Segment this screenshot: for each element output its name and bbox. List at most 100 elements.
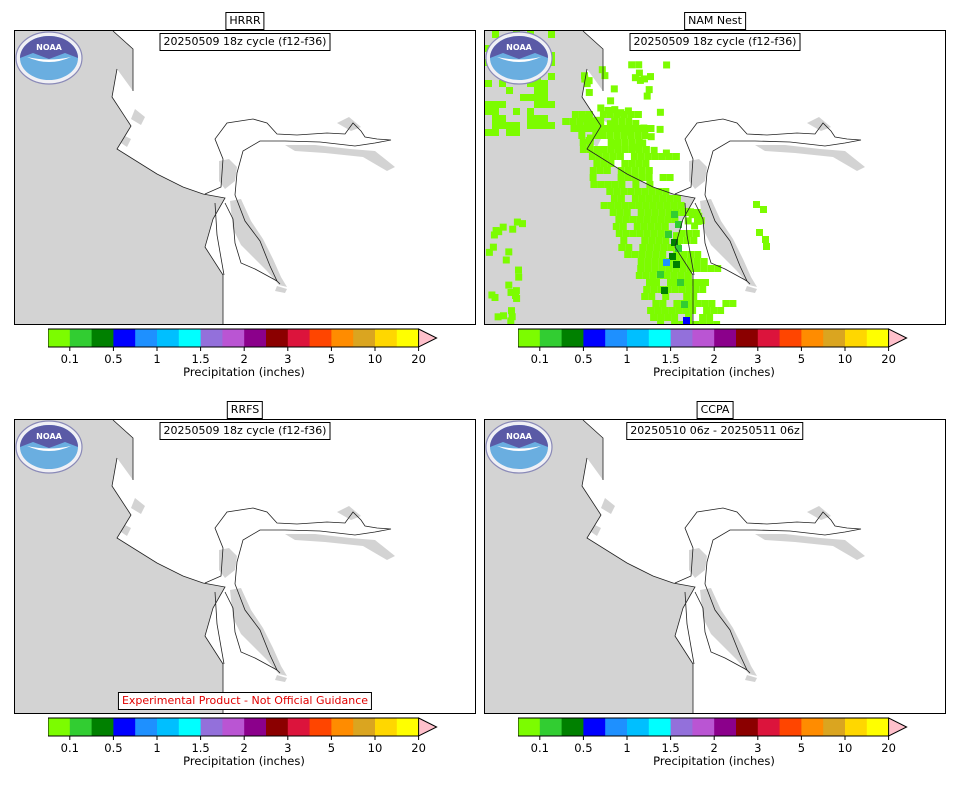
precip-cell bbox=[513, 129, 520, 136]
precip-cell bbox=[683, 237, 691, 244]
precip-cell bbox=[578, 111, 586, 118]
precip-cell bbox=[534, 87, 541, 94]
precip-cell bbox=[670, 272, 678, 279]
precip-cell bbox=[633, 125, 641, 132]
panel-hrrr: HRRR 20250509 18z cycle (f12-f36) NOAA 0.1 0… bbox=[14, 12, 476, 382]
colorbar-tick-label: 0.1 bbox=[61, 352, 79, 366]
map-area: 20250509 18z cycle (f12-f36) Experimental… bbox=[14, 419, 476, 714]
coastline-map bbox=[485, 420, 865, 713]
precip-cell bbox=[699, 286, 707, 293]
precip-cell bbox=[620, 188, 628, 195]
precip-cell bbox=[671, 321, 679, 324]
precip-cell bbox=[645, 174, 653, 181]
map-area: 20250509 18z cycle (f12-f36) NOAA bbox=[14, 30, 476, 325]
precip-cell bbox=[634, 132, 642, 139]
colorbar-segment bbox=[244, 329, 267, 347]
colorbar-segment bbox=[91, 329, 114, 347]
colorbar-segment bbox=[375, 329, 398, 347]
precip-cell bbox=[620, 111, 628, 118]
precip-cell bbox=[507, 288, 515, 296]
precip-cell bbox=[634, 188, 642, 195]
colorbar-segment bbox=[48, 329, 71, 347]
colorbar-tick-label: 5 bbox=[328, 741, 335, 755]
precip-cell bbox=[675, 221, 682, 228]
colorbar-tick-label: 0.5 bbox=[574, 741, 592, 755]
colorbar-segment bbox=[48, 718, 71, 736]
precip-cell bbox=[625, 244, 633, 251]
precip-cell bbox=[673, 261, 680, 268]
precip-cell bbox=[646, 181, 654, 188]
precip-cell bbox=[662, 237, 670, 244]
colorbar-segment bbox=[866, 329, 890, 347]
precip-cell bbox=[622, 230, 630, 237]
colorbar-segment bbox=[157, 329, 180, 347]
precip-cell bbox=[717, 307, 725, 314]
precip-cell bbox=[609, 209, 617, 216]
colorbar-segment bbox=[714, 329, 737, 347]
colorbar-tick-label: 0.5 bbox=[104, 741, 122, 755]
colorbar-segment bbox=[244, 718, 267, 736]
precip-cell bbox=[661, 223, 669, 230]
colorbar-tick-label: 1 bbox=[623, 352, 630, 366]
precip-cell bbox=[695, 212, 703, 220]
colorbar-tick-label: 10 bbox=[368, 741, 383, 755]
colorbar-segment bbox=[135, 329, 158, 347]
precip-cell bbox=[586, 146, 594, 153]
colorbar-segment bbox=[539, 718, 563, 736]
precip-cell bbox=[627, 188, 635, 195]
precip-cell bbox=[527, 108, 534, 115]
precip-cell bbox=[600, 202, 608, 209]
colorbar-segment bbox=[779, 329, 802, 347]
precip-cell bbox=[648, 237, 656, 244]
colorbar-segment bbox=[670, 329, 693, 347]
precip-cell bbox=[631, 174, 639, 181]
precip-cell bbox=[494, 313, 502, 321]
colorbar-segment bbox=[823, 329, 846, 347]
precip-cell bbox=[598, 125, 606, 132]
precip-cell bbox=[621, 202, 629, 209]
colorbar-extend-arrow bbox=[888, 328, 908, 348]
precip-cell bbox=[657, 230, 665, 237]
precip-cell bbox=[691, 222, 699, 230]
precip-cell bbox=[610, 195, 618, 202]
precip-cell bbox=[684, 272, 692, 279]
precip-cell bbox=[520, 94, 527, 101]
precip-cell bbox=[632, 181, 640, 188]
precip-cell bbox=[613, 188, 621, 195]
precip-cell bbox=[618, 244, 626, 251]
precip-cell bbox=[671, 216, 679, 223]
precip-cell bbox=[621, 139, 629, 146]
precip-cell bbox=[593, 116, 601, 124]
colorbar-segment bbox=[736, 718, 759, 736]
precip-cell bbox=[515, 273, 523, 281]
colorbar-segment bbox=[757, 329, 781, 347]
precip-cell bbox=[630, 153, 638, 160]
precip-cell bbox=[489, 243, 497, 251]
precip-cell bbox=[638, 167, 646, 174]
precip-cell bbox=[700, 265, 708, 272]
precip-cell bbox=[650, 216, 658, 223]
precip-cell bbox=[606, 188, 614, 195]
precip-cell bbox=[620, 132, 628, 139]
precip-cell bbox=[647, 307, 655, 314]
precip-cell bbox=[584, 125, 592, 132]
panel-title: CCPA bbox=[696, 401, 734, 419]
precip-cell bbox=[490, 231, 498, 239]
svg-text:NOAA: NOAA bbox=[506, 432, 532, 441]
precip-cell bbox=[634, 143, 642, 151]
precip-cell bbox=[621, 146, 629, 153]
precip-cell bbox=[661, 287, 668, 294]
precip-cell bbox=[548, 73, 555, 80]
colorbar-segment bbox=[266, 329, 289, 347]
precip-cell bbox=[666, 174, 674, 181]
precip-cell bbox=[681, 279, 688, 286]
precip-cell bbox=[634, 111, 642, 118]
precip-cell bbox=[541, 80, 548, 87]
precip-cell bbox=[638, 174, 646, 181]
svg-text:NOAA: NOAA bbox=[36, 43, 62, 52]
precip-cell bbox=[659, 251, 667, 258]
precip-cell bbox=[713, 321, 721, 324]
precip-cell bbox=[600, 146, 608, 153]
precip-cell bbox=[694, 217, 702, 225]
precip-cell bbox=[485, 129, 492, 136]
